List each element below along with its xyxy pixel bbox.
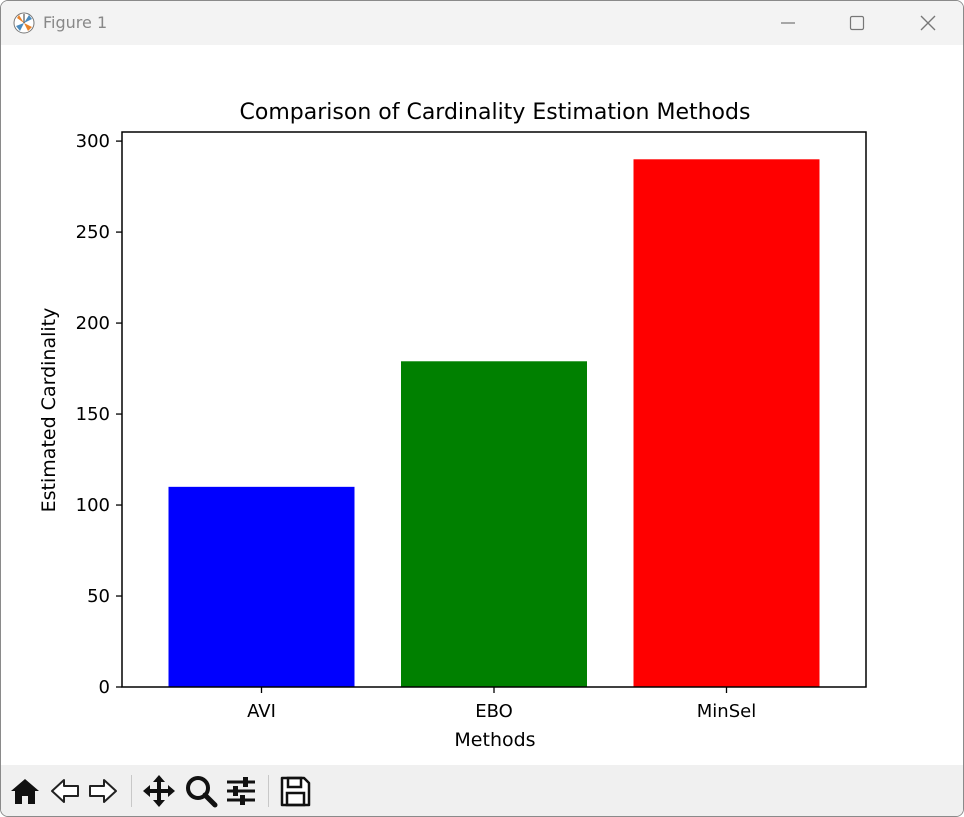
forward-button[interactable] [85, 773, 121, 809]
x-axis-label: Methods [454, 729, 535, 751]
y-tick-label: 50 [87, 586, 110, 607]
back-icon [51, 779, 79, 803]
chart-title: Comparison of Cardinality Estimation Met… [240, 100, 751, 125]
configure-subplots-button[interactable] [223, 773, 259, 809]
pan-icon [143, 775, 175, 807]
save-button[interactable] [277, 773, 313, 809]
pan-button[interactable] [141, 773, 177, 809]
bar-ebo [401, 361, 587, 687]
y-tick-label: 100 [76, 495, 110, 516]
y-tick-label: 250 [76, 222, 110, 243]
save-icon [280, 776, 311, 807]
window-title: Figure 1 [43, 13, 108, 32]
y-tick-label: 200 [76, 313, 110, 334]
y-tick-label: 300 [76, 131, 110, 152]
bar-chart: Comparison of Cardinality Estimation Met… [38, 100, 867, 751]
axes-frame [121, 131, 867, 688]
x-tick-label: AVI [247, 701, 276, 722]
zoom-icon [186, 776, 218, 808]
minimize-button[interactable] [753, 1, 823, 45]
bar-minsel [633, 159, 820, 688]
y-axis-label: Estimated Cardinality [38, 308, 60, 513]
x-tick-label: MinSel [697, 701, 756, 722]
y-tick-label: 150 [76, 404, 110, 425]
minimize-icon [781, 22, 795, 24]
configure-icon [227, 777, 255, 805]
toolbar-separator [131, 775, 132, 807]
close-button[interactable] [893, 1, 963, 45]
title-bar: Figure 1 [1, 1, 963, 45]
toolbar-separator [268, 775, 269, 807]
navigation-toolbar [1, 765, 963, 816]
figure-canvas[interactable]: Comparison of Cardinality Estimation Met… [1, 45, 963, 765]
home-icon [11, 779, 39, 804]
maximize-icon [849, 15, 865, 31]
close-icon [920, 15, 936, 31]
bar-avi [168, 486, 355, 687]
zoom-button[interactable] [183, 773, 219, 809]
x-tick-label: EBO [475, 701, 513, 722]
home-button[interactable] [7, 773, 43, 809]
maximize-button[interactable] [822, 1, 892, 45]
y-tick-label: 0 [99, 677, 110, 698]
forward-icon [89, 779, 117, 803]
back-button[interactable] [47, 773, 83, 809]
matplotlib-logo-icon [13, 12, 35, 34]
